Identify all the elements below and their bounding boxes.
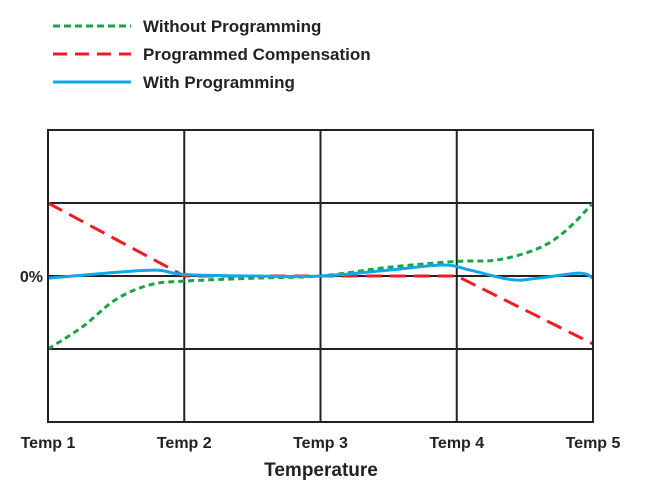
series-line-with-programming [47,263,594,282]
plot-border [47,129,594,423]
y-tick-labels: 0% [20,269,43,286]
legend-label: Programmed Compensation [143,45,371,64]
x-tick-label: Temp 4 [429,435,484,452]
legend-label: With Programming [143,73,295,92]
y-tick-label: 0% [20,269,43,286]
x-tick-labels: Temp 1 Temp 2 Temp 3 Temp 4 Temp 5 [21,435,621,452]
x-tick-label: Temp 1 [21,435,76,452]
legend: Without Programming Programmed Compensati… [53,17,371,92]
legend-label: Without Programming [143,17,321,36]
x-tick-label: Temp 5 [566,435,621,452]
x-tick-label: Temp 3 [293,435,348,452]
x-tick-label: Temp 2 [157,435,212,452]
x-axis-label: Temperature [264,460,378,481]
plot-frame [47,129,594,423]
series-group [47,201,595,351]
